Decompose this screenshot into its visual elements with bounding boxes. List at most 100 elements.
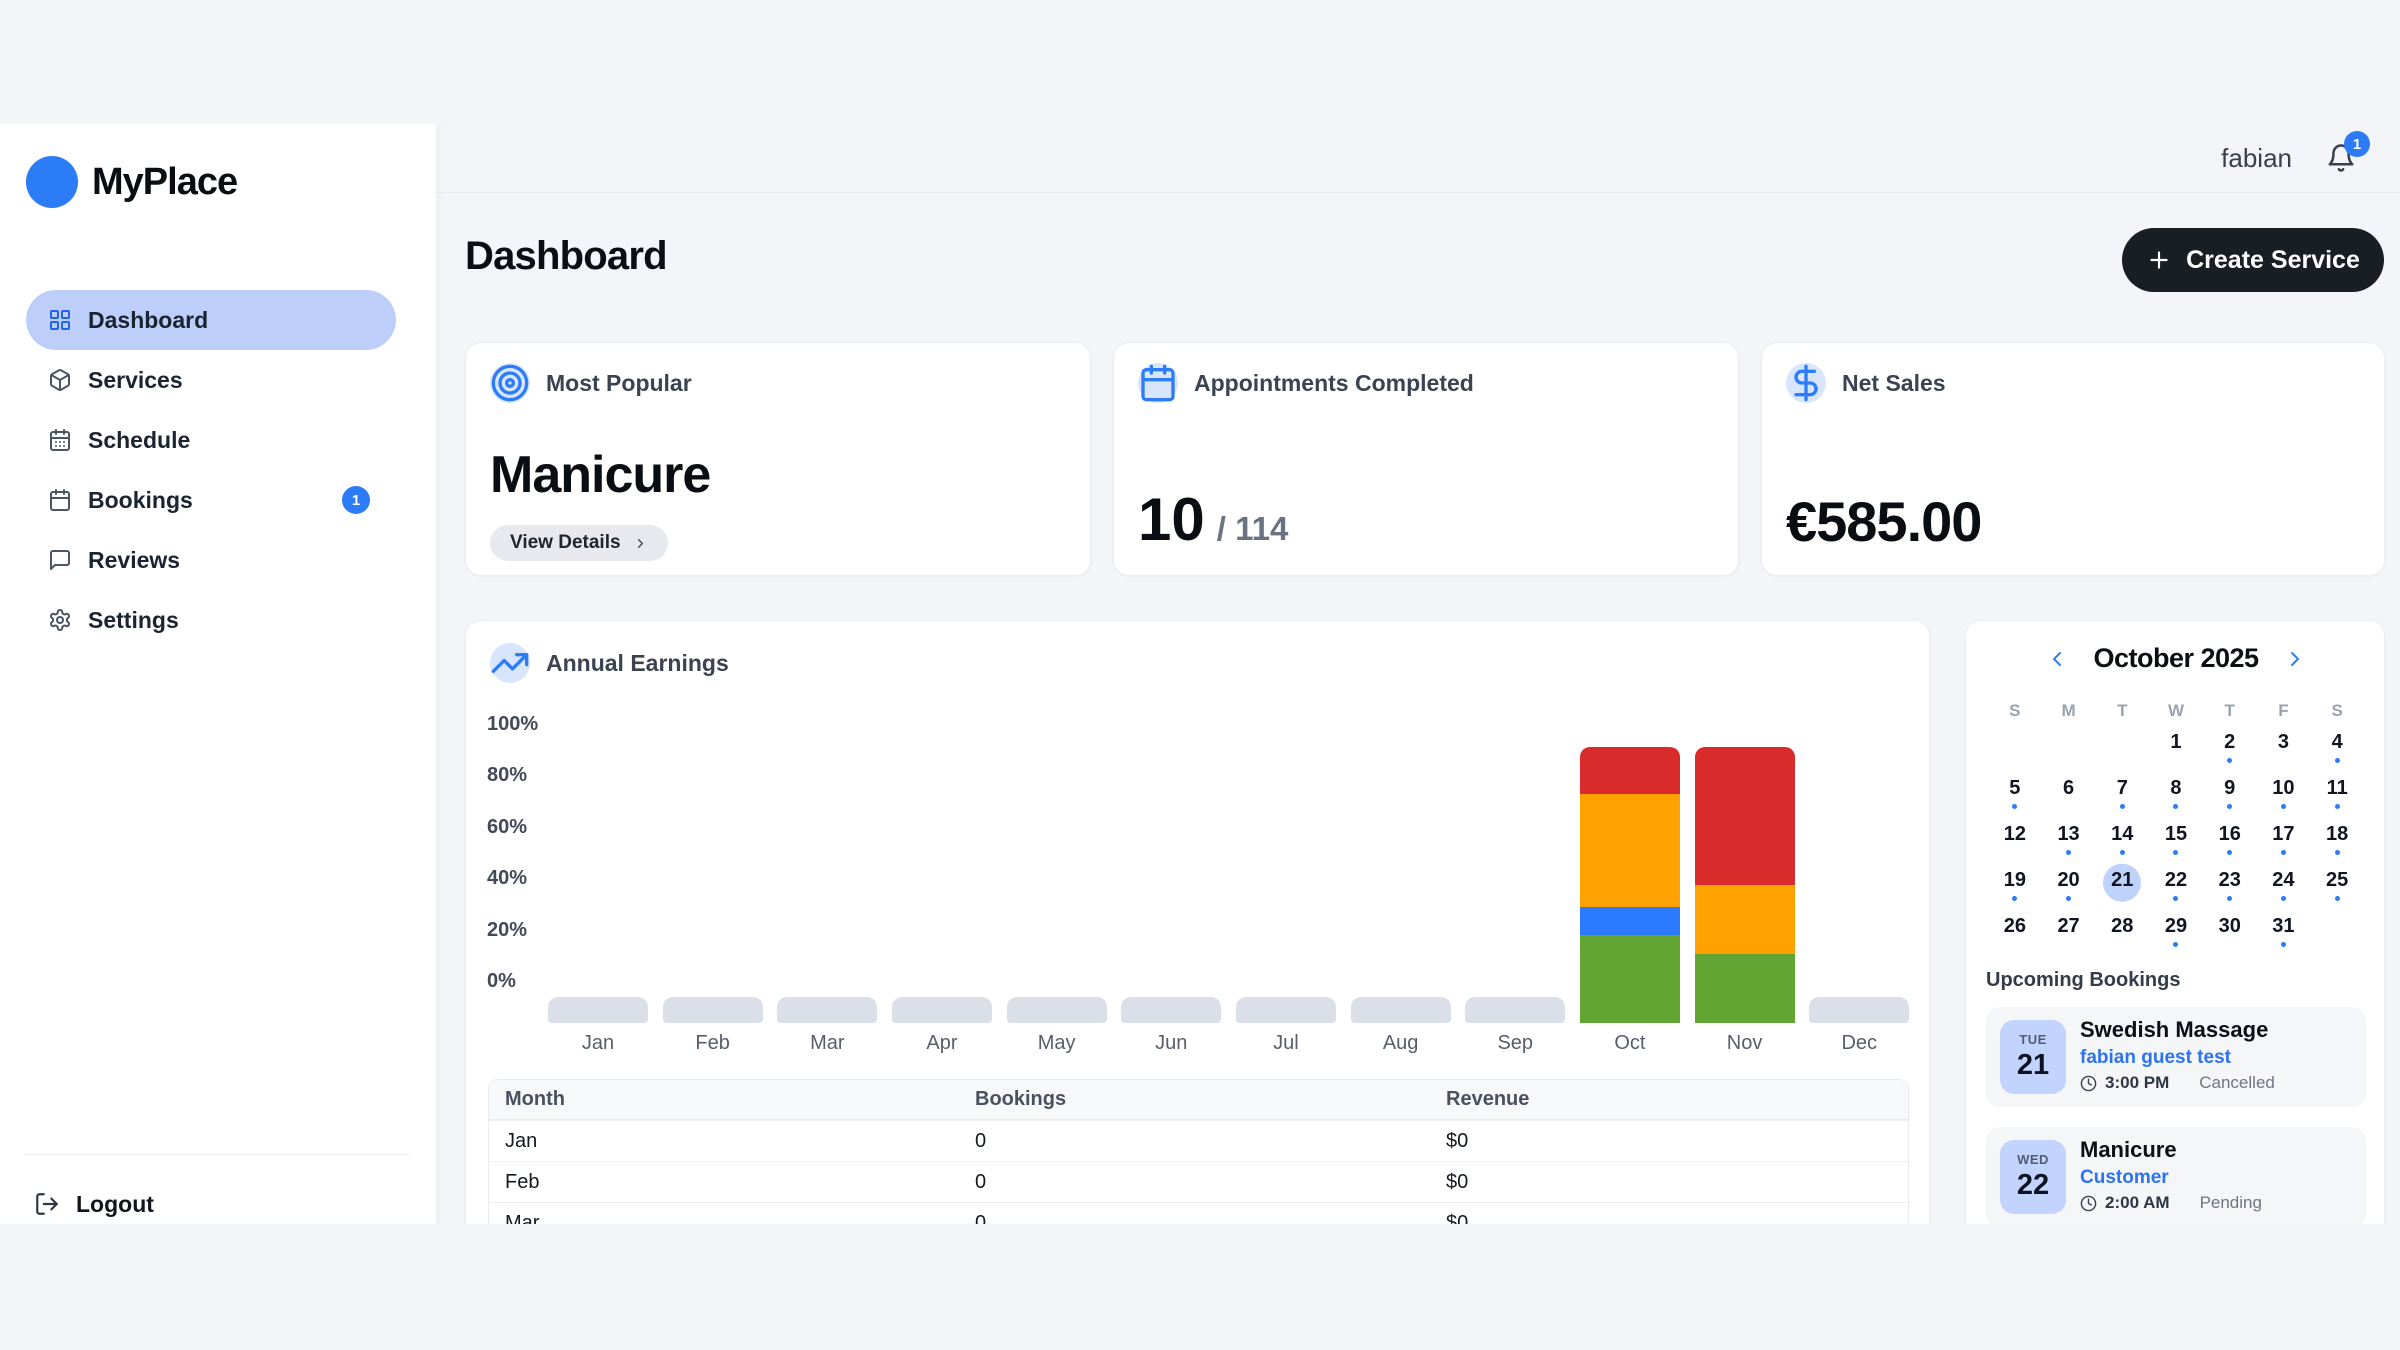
day-number: 24 — [2272, 869, 2295, 891]
calendar-day-5[interactable]: 5 — [1988, 770, 2042, 816]
most-popular-card: Most Popular Manicure View Details — [465, 342, 1091, 576]
calendar-day-6[interactable]: 6 — [2042, 770, 2096, 816]
y-tick: 40% — [487, 867, 528, 890]
segment-blue — [1579, 907, 1680, 935]
table-cell: 0 — [975, 1129, 987, 1152]
calendar-day-7[interactable]: 7 — [2095, 770, 2149, 816]
sidebar-item-label: Reviews — [88, 546, 181, 573]
booking-dot — [2227, 850, 2233, 855]
sidebar-item-label: Dashboard — [88, 306, 209, 333]
x-tick: Jan — [581, 1032, 615, 1054]
sidebar-item-label: Bookings — [88, 486, 193, 513]
bar-nov[interactable] — [1694, 747, 1795, 1023]
table-cell: Feb — [505, 1170, 540, 1193]
calendar-day-20[interactable]: 20 — [2042, 862, 2096, 908]
table-row: Jan 0 $0 — [489, 1120, 1908, 1161]
booking-item[interactable]: WED 22 Manicure Customer 2:00 AM Pending — [1986, 1127, 2366, 1224]
x-tick: Dec — [1841, 1032, 1878, 1054]
sidebar-item-bookings[interactable]: Bookings 1 — [0, 470, 436, 530]
brand-name: MyPlace — [92, 160, 238, 203]
bar-empty-aug — [1350, 997, 1451, 1023]
username[interactable]: fabian — [2221, 142, 2292, 173]
logout-button[interactable]: Logout — [34, 1180, 154, 1224]
calendar-day-18[interactable]: 18 — [2310, 816, 2364, 862]
calendar-day-30[interactable]: 30 — [2203, 908, 2257, 954]
calendar-next-button[interactable] — [2283, 647, 2307, 671]
calendar-title: October 2025 — [2093, 643, 2259, 673]
sidebar-item-settings[interactable]: Settings — [0, 590, 436, 650]
booking-item[interactable]: TUE 21 Swedish Massage fabian guest test 3:0… — [1986, 1007, 2366, 1107]
segment-green — [1694, 954, 1795, 1023]
booking-dot — [2012, 896, 2018, 901]
appointments-card: Appointments Completed 10 / 114 — [1113, 342, 1739, 576]
calendar-day-2[interactable]: 2 — [2203, 724, 2257, 770]
weekday-label: F — [2278, 701, 2289, 720]
booking-date-chip: TUE 21 — [2000, 1020, 2066, 1094]
calendar-day-17[interactable]: 17 — [2257, 816, 2311, 862]
calendar-day-23[interactable]: 23 — [2203, 862, 2257, 908]
sidebar-item-services[interactable]: Services — [0, 350, 436, 410]
notifications-button[interactable]: 1 — [2326, 131, 2370, 173]
booking-day-number: 21 — [2016, 1049, 2050, 1081]
notification-badge: 1 — [2344, 131, 2370, 157]
calendar-empty-cell — [2042, 724, 2096, 770]
sidebar-item-dashboard[interactable]: Dashboard — [0, 290, 436, 350]
bar-empty-dec — [1809, 997, 1910, 1023]
chevron-right-icon — [633, 536, 648, 551]
calendar-day-16[interactable]: 16 — [2203, 816, 2257, 862]
calendar-day-28[interactable]: 28 — [2095, 908, 2149, 954]
day-number: 15 — [2164, 823, 2188, 845]
trending-up-icon — [490, 643, 530, 683]
calendar-day-13[interactable]: 13 — [2042, 816, 2096, 862]
calendar-day-11[interactable]: 11 — [2310, 770, 2364, 816]
create-service-button[interactable]: Create Service — [2122, 228, 2384, 292]
card-label: Net Sales — [1842, 369, 1946, 396]
calendar-day-12[interactable]: 12 — [1988, 816, 2042, 862]
calendar-day-10[interactable]: 10 — [2257, 770, 2311, 816]
calendar-day-9[interactable]: 9 — [2203, 770, 2257, 816]
calendar-empty-cell — [2310, 908, 2364, 954]
booking-dot — [2280, 850, 2286, 855]
segment-green — [1579, 934, 1680, 1023]
day-number: 13 — [2057, 823, 2080, 845]
logout-label: Logout — [76, 1190, 154, 1217]
calendar-day-8[interactable]: 8 — [2149, 770, 2203, 816]
calendar-day-14[interactable]: 14 — [2095, 816, 2149, 862]
calendar-day-3[interactable]: 3 — [2257, 724, 2311, 770]
weekday-label: T — [2224, 701, 2235, 720]
calendar-day-27[interactable]: 27 — [2042, 908, 2096, 954]
y-tick: 0% — [487, 970, 516, 992]
app-shell: MyPlace Dashboard Services Schedule Booking… — [0, 124, 2400, 1224]
calendar-day-1[interactable]: 1 — [2149, 724, 2203, 770]
sidebar-item-reviews[interactable]: Reviews — [0, 530, 436, 590]
booking-day-number: 22 — [2016, 1169, 2050, 1201]
calendar-day-22[interactable]: 22 — [2149, 862, 2203, 908]
y-tick: 20% — [487, 918, 528, 941]
calendar-prev-button[interactable] — [2045, 647, 2069, 671]
x-tick: Nov — [1726, 1032, 1763, 1054]
sidebar-item-schedule[interactable]: Schedule — [0, 410, 436, 470]
column-header: Bookings — [975, 1088, 1067, 1110]
weekday-label: T — [2117, 701, 2128, 720]
calendar-day-29[interactable]: 29 — [2149, 908, 2203, 954]
calendar-day-24[interactable]: 24 — [2257, 862, 2311, 908]
chart-title: Annual Earnings — [546, 649, 729, 676]
gear-icon — [48, 608, 72, 632]
x-tick: Jun — [1155, 1032, 1188, 1054]
day-number: 27 — [2057, 915, 2080, 937]
calendar-day-26[interactable]: 26 — [1988, 908, 2042, 954]
booking-customer-link[interactable]: fabian guest test — [2080, 1047, 2231, 1068]
calendar-day-21[interactable]: 21 — [2095, 862, 2149, 908]
calendar-day-31[interactable]: 31 — [2257, 908, 2311, 954]
calendar-day-25[interactable]: 25 — [2310, 862, 2364, 908]
y-tick: 100% — [487, 713, 539, 735]
booking-customer-link[interactable]: Customer — [2080, 1167, 2169, 1188]
grid-icon — [48, 308, 72, 332]
calendar-day-4[interactable]: 4 — [2310, 724, 2364, 770]
calendar-day-15[interactable]: 15 — [2149, 816, 2203, 862]
day-number: 22 — [2164, 869, 2188, 891]
column-header: Revenue — [1446, 1088, 1530, 1110]
bar-oct[interactable] — [1579, 747, 1680, 1023]
view-details-button[interactable]: View Details — [490, 525, 668, 561]
calendar-day-19[interactable]: 19 — [1988, 862, 2042, 908]
